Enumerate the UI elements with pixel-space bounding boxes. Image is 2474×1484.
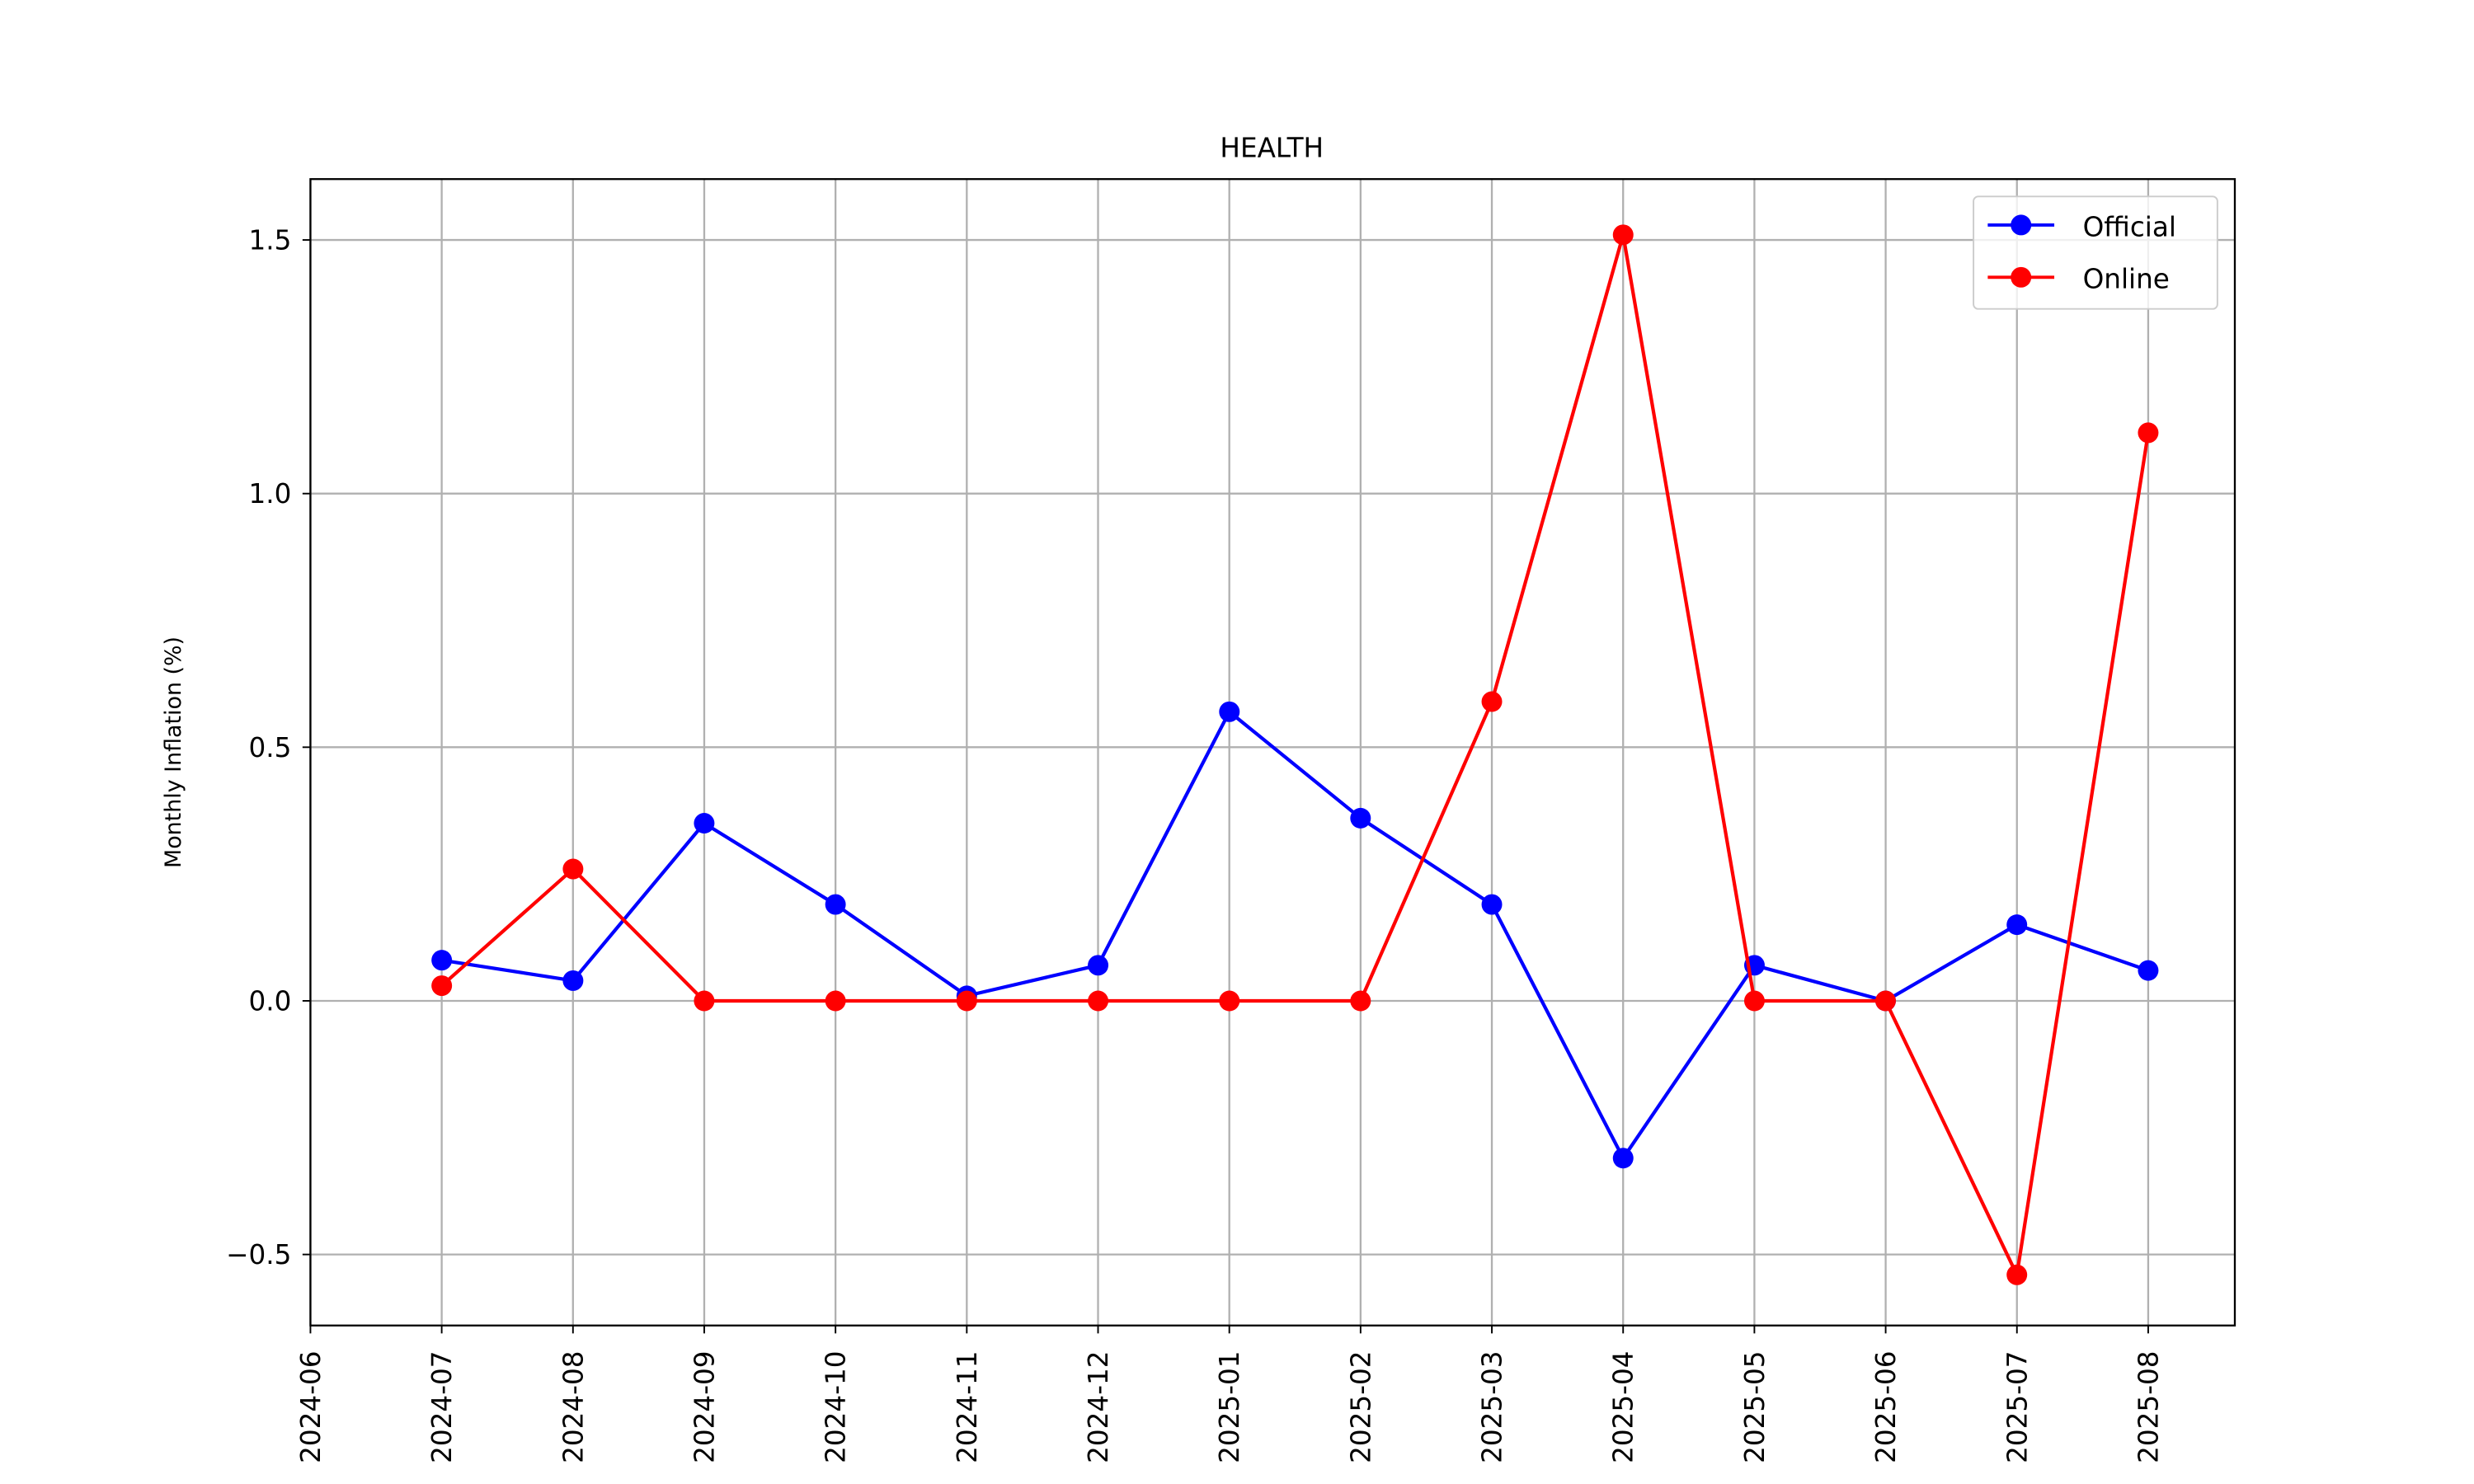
y-tick-label: 1.0 xyxy=(248,478,291,510)
x-tick-label: 2025-01 xyxy=(1214,1350,1245,1463)
x-tick-label: 2025-08 xyxy=(2133,1350,2164,1463)
y-tick-label: 1.5 xyxy=(248,225,291,256)
data-point-official xyxy=(1088,955,1109,976)
data-point-online xyxy=(431,975,453,997)
x-tick-label: 2024-06 xyxy=(295,1350,327,1463)
plot-frame xyxy=(309,178,2236,1327)
data-point-official xyxy=(1612,1148,1634,1169)
series-line-online xyxy=(440,232,2151,1277)
x-tick-label: 2025-03 xyxy=(1477,1350,1508,1463)
chart-title: HEALTH xyxy=(1220,132,1324,163)
legend-label-online: Online xyxy=(2083,264,2170,295)
data-point-online xyxy=(956,990,977,1012)
x-tick-label: 2024-08 xyxy=(557,1350,589,1463)
data-point-online xyxy=(1481,691,1503,712)
data-point-online xyxy=(825,990,846,1012)
x-tick-label: 2024-11 xyxy=(952,1350,983,1463)
x-tick-label: 2024-09 xyxy=(689,1350,720,1463)
x-tick-label: 2025-04 xyxy=(1608,1350,1639,1463)
data-point-official xyxy=(431,950,453,971)
y-axis-label: Monthly Inflation (%) xyxy=(161,636,186,868)
x-tick-label: 2024-10 xyxy=(821,1350,852,1463)
data-point-online xyxy=(1612,224,1634,246)
tick-layer: 2024-06 2024-07 2024-08 2024-09 2024-10 2024-… xyxy=(226,225,2164,1463)
data-point-online xyxy=(694,990,715,1012)
legend-marker-online xyxy=(2011,266,2032,288)
data-point-online xyxy=(1088,990,1109,1012)
data-point-online xyxy=(562,858,584,880)
data-point-official xyxy=(2138,960,2159,981)
y-tick-label: 0.0 xyxy=(248,985,291,1017)
data-point-online xyxy=(1219,990,1240,1012)
data-point-official xyxy=(1219,701,1240,722)
x-tick-label: 2025-06 xyxy=(1870,1350,1902,1463)
data-point-online xyxy=(1743,990,1765,1012)
legend-marker-official xyxy=(2011,214,2032,236)
data-point-online xyxy=(1875,990,1896,1012)
data-point-online xyxy=(2138,422,2159,444)
legend-label-official: Official xyxy=(2083,211,2176,242)
x-tick-label: 2025-07 xyxy=(2001,1350,2033,1463)
series-line-official xyxy=(441,710,2149,1160)
x-tick-label: 2025-05 xyxy=(1739,1350,1771,1463)
y-tick-label: 0.5 xyxy=(248,732,291,763)
y-tick-label: −0.5 xyxy=(226,1239,291,1270)
data-point-official xyxy=(694,813,715,834)
x-tick-label: 2024-12 xyxy=(1083,1350,1114,1463)
data-point-official xyxy=(562,970,584,991)
data-point-online xyxy=(2006,1264,2028,1285)
x-tick-label: 2025-02 xyxy=(1345,1350,1376,1463)
legend: Official Online xyxy=(1973,195,2218,310)
x-tick-label: 2024-07 xyxy=(426,1350,458,1463)
data-point-official xyxy=(825,894,846,915)
data-point-official xyxy=(1350,807,1371,829)
data-point-online xyxy=(1350,990,1371,1012)
data-point-official xyxy=(1481,894,1503,915)
data-point-official xyxy=(2006,914,2028,936)
grid-layer xyxy=(309,179,2235,1326)
series-layer xyxy=(431,224,2159,1285)
